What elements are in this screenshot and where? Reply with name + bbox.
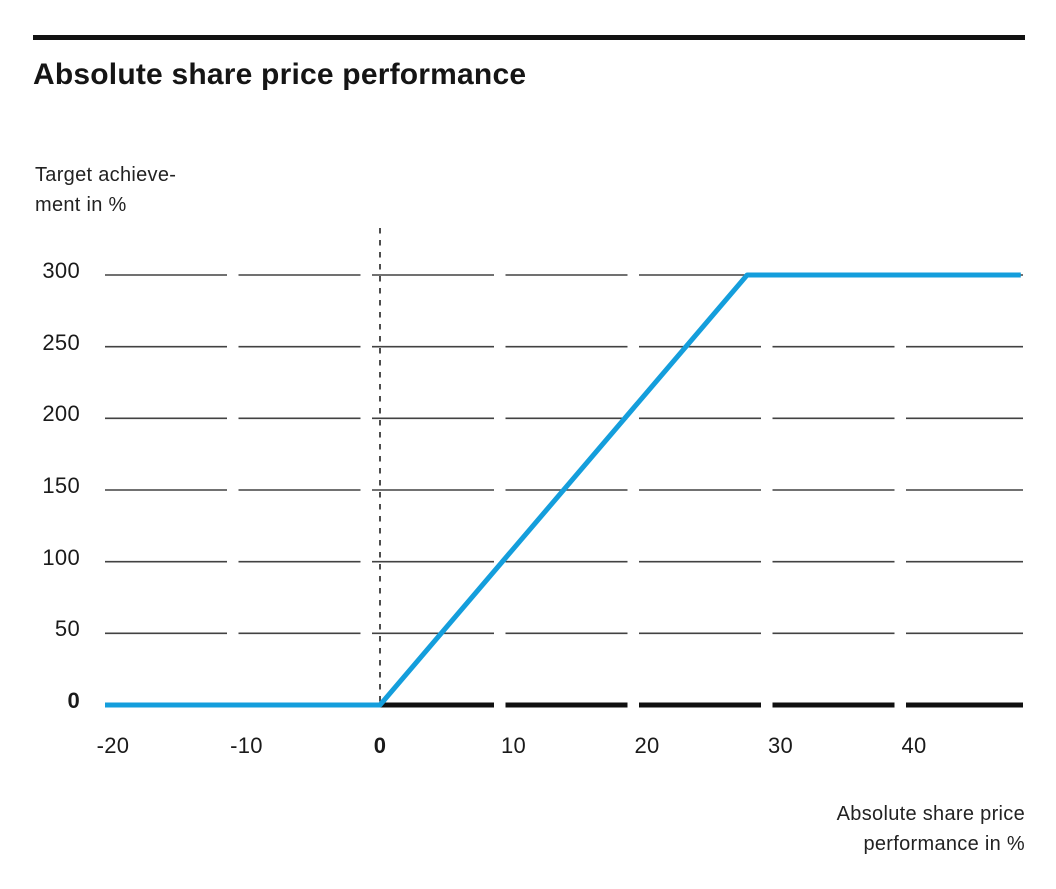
x-tick--20: -20 xyxy=(96,733,130,758)
top-rule xyxy=(33,35,1025,40)
y-tick-250: 250 xyxy=(42,329,80,355)
x-tick-30: 30 xyxy=(767,733,794,758)
x-tick--10: -10 xyxy=(230,733,263,758)
y-tick-50: 50 xyxy=(54,616,80,642)
page-title: Absolute share price performance xyxy=(33,58,527,91)
x-axis-title-line2: performance in % xyxy=(863,833,1025,855)
x-axis-title-line1: Absolute share price xyxy=(836,803,1025,825)
payout-line xyxy=(105,272,1021,708)
y-tick-0: 0 xyxy=(67,688,80,713)
y-tick-100: 100 xyxy=(42,544,80,570)
y-tick-200: 200 xyxy=(42,401,80,427)
y-axis-title: Target achieve- ment in % xyxy=(35,160,176,220)
y-tick-300: 300 xyxy=(42,258,80,283)
x-axis-title: Absolute share price performance in % xyxy=(837,799,1025,859)
x-tick-0: 0 xyxy=(373,733,387,758)
x-tick-20: 20 xyxy=(634,733,660,758)
y-axis-title-line1: Target achieve- xyxy=(35,164,177,186)
x-tick-10: 10 xyxy=(500,733,527,758)
x-tick-40: 40 xyxy=(901,733,927,758)
y-tick-150: 150 xyxy=(42,473,80,498)
y-axis-title-line2: ment in % xyxy=(35,194,127,216)
